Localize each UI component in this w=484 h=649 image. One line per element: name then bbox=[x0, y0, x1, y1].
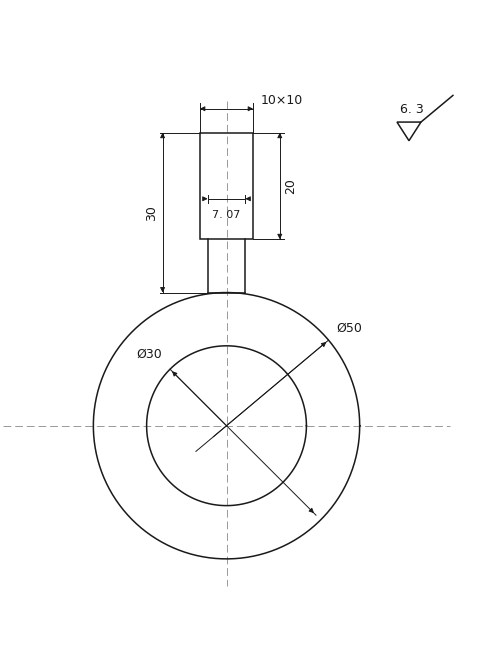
Text: 6. 3: 6. 3 bbox=[399, 103, 423, 116]
Text: Ø50: Ø50 bbox=[336, 322, 362, 335]
Text: 7. 07: 7. 07 bbox=[212, 210, 240, 221]
Text: 30: 30 bbox=[145, 204, 158, 221]
Text: Ø30: Ø30 bbox=[136, 349, 162, 361]
Text: 20: 20 bbox=[284, 178, 296, 194]
Text: 10×10: 10×10 bbox=[260, 94, 303, 107]
Bar bbox=[199, 133, 253, 239]
